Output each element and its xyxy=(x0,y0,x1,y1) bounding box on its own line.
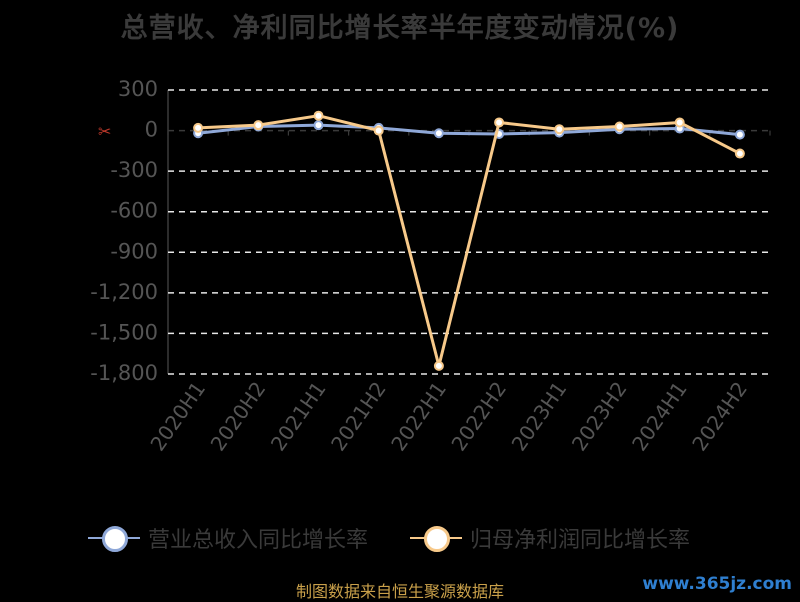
data-point-1 xyxy=(253,120,264,131)
data-point-1 xyxy=(554,124,565,135)
legend-item-revenue[interactable]: 营业总收入同比增长率 xyxy=(88,520,368,556)
data-point-1 xyxy=(674,117,685,128)
x-tick-label: 2023H1 xyxy=(507,377,572,455)
x-tick-label: 2020H1 xyxy=(145,377,210,455)
y-tick-label: -300 xyxy=(110,158,158,182)
x-tick-label: 2021H2 xyxy=(326,377,391,455)
data-point-1 xyxy=(433,360,444,371)
data-point-0 xyxy=(313,120,324,131)
x-tick-label: 2022H1 xyxy=(386,377,451,455)
x-tick-label: 2024H1 xyxy=(627,377,692,455)
data-point-0 xyxy=(734,129,745,140)
y-tick-label: -1,500 xyxy=(90,320,158,344)
legend-marker-profit xyxy=(410,520,462,556)
data-point-1 xyxy=(373,125,384,136)
legend: 营业总收入同比增长率 归母净利润同比增长率 xyxy=(0,520,800,556)
series-line-1 xyxy=(198,114,741,368)
x-tick-label: 2024H2 xyxy=(687,377,752,455)
y-tick-label: 0 xyxy=(145,118,158,142)
data-point-1 xyxy=(494,117,505,128)
data-point-0 xyxy=(433,128,444,139)
data-point-1 xyxy=(313,110,324,121)
legend-label-profit: 归母净利润同比增长率 xyxy=(470,528,691,553)
legend-item-profit[interactable]: 归母净利润同比增长率 xyxy=(410,520,690,556)
data-source-note: 制图数据来自恒生聚源数据库 xyxy=(295,582,504,601)
chart-title: 总营收、净利同比增长率半年度变动情况(%) xyxy=(120,13,680,44)
watermark: www.365jz.com xyxy=(642,574,792,594)
y-tick-label: -900 xyxy=(110,239,158,263)
series-line-0 xyxy=(197,123,741,137)
x-tick-label: 2020H2 xyxy=(206,377,271,455)
data-point-1 xyxy=(734,148,745,159)
y-tick-label: -1,800 xyxy=(90,361,158,385)
y-tick-label: 300 xyxy=(118,77,158,101)
legend-label-revenue: 营业总收入同比增长率 xyxy=(148,528,369,553)
x-tick-label: 2021H1 xyxy=(266,377,331,455)
y-tick-label: -1,200 xyxy=(90,280,158,304)
data-point-1 xyxy=(614,121,625,132)
legend-marker-revenue xyxy=(88,520,140,556)
x-tick-label: 2023H2 xyxy=(567,377,632,455)
scissors-icon: ✂ xyxy=(98,122,111,141)
x-tick-label: 2022H2 xyxy=(446,377,511,455)
data-point-1 xyxy=(193,122,204,133)
y-tick-label: -600 xyxy=(110,199,158,223)
